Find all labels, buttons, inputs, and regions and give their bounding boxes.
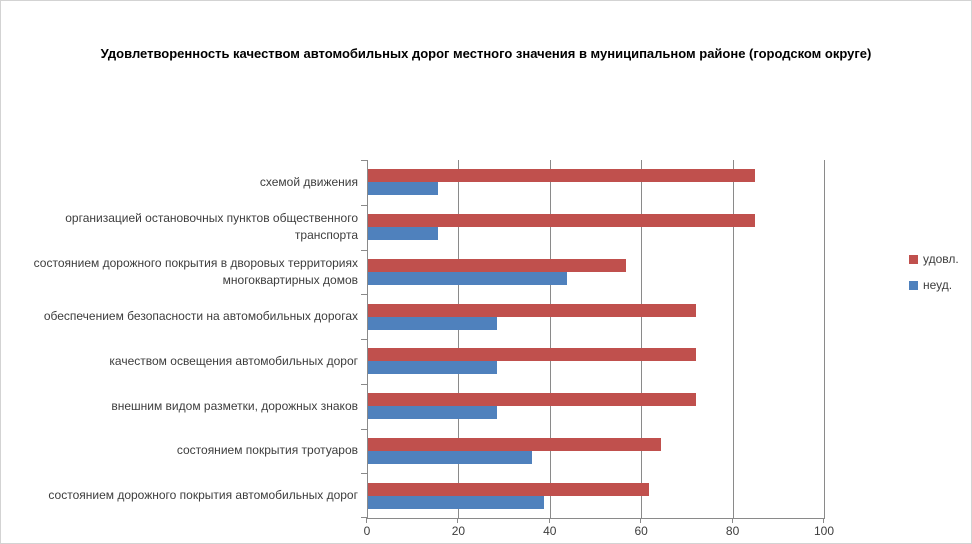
bar-pair (368, 214, 825, 241)
x-axis-tick (731, 518, 733, 523)
bar-pair (368, 437, 825, 464)
y-axis-tick (361, 249, 367, 251)
bar-dissatisfied (368, 450, 533, 464)
bar-dissatisfied (368, 406, 497, 420)
x-axis-tick (366, 518, 367, 523)
chart-row (368, 160, 825, 205)
x-axis-ticks (366, 518, 824, 523)
gridline (732, 160, 734, 518)
y-axis-tick (361, 383, 367, 385)
bar-satisfied (368, 437, 661, 451)
x-axis-tick (457, 518, 459, 523)
x-axis-tick-label: 60 (634, 524, 648, 538)
chart-row (368, 250, 825, 295)
category-label: состоянием дорожного покрытия автомобиль… (48, 488, 358, 503)
y-axis-tick (361, 473, 367, 475)
y-axis-tick (361, 160, 367, 161)
bar-satisfied (368, 214, 755, 228)
x-axis-tick-label: 80 (725, 524, 740, 538)
category-axis-labels: схемой движения организацией остановочных… (1, 160, 361, 518)
x-axis-tick-labels: 0 20 40 60 80 100 (363, 524, 834, 540)
bar-dissatisfied (368, 271, 568, 285)
x-axis-tick (640, 518, 642, 523)
chart-row (368, 473, 825, 518)
bar-pair (368, 258, 825, 285)
plot-area (367, 160, 825, 519)
category-label: состоянием покрытия тротуаров (176, 443, 358, 458)
category-label: состоянием дорожного покрытия в дворовых… (33, 255, 358, 287)
category-label: схемой движения (259, 174, 358, 189)
x-axis-tick-label: 20 (451, 524, 466, 538)
gridline (641, 160, 643, 518)
bar-satisfied (368, 258, 626, 272)
bar-dissatisfied (368, 495, 544, 509)
y-axis-tick (361, 204, 367, 206)
gridline (549, 160, 551, 518)
legend-item: удовл. (909, 252, 959, 266)
category-label: организацией остановочных пунктов общест… (65, 211, 358, 243)
bar-pair (368, 482, 825, 509)
chart-row (368, 205, 825, 250)
chart-row (368, 339, 825, 384)
gridline (824, 160, 825, 518)
bar-satisfied (368, 348, 697, 362)
legend-item: неуд. (909, 278, 959, 292)
chart-title: Удовлетворенность качеством автомобильны… (100, 46, 872, 61)
y-axis-tick (361, 294, 367, 296)
category-label: обеспечением безопасности на автомобильн… (43, 309, 358, 324)
bar-pair (368, 303, 825, 330)
y-axis-tick (361, 517, 367, 518)
bar-pair (368, 393, 825, 420)
category-label: внешним видом разметки, дорожных знаков (111, 398, 358, 413)
legend-swatch-satisfied (909, 254, 918, 264)
bar-dissatisfied (368, 182, 439, 196)
legend-label: удовл. (923, 252, 959, 266)
x-axis-tick-label: 40 (543, 524, 557, 538)
bar-dissatisfied (368, 316, 497, 330)
chart-row (368, 294, 825, 339)
chart-legend: удовл. неуд. (909, 252, 959, 304)
y-axis-tick (361, 428, 367, 430)
x-axis-tick (548, 518, 550, 523)
legend-swatch-dissatisfied (909, 280, 918, 290)
y-axis-ticks (361, 160, 367, 518)
bar-pair (368, 169, 825, 196)
chart-row (368, 384, 825, 429)
bar-satisfied (368, 169, 755, 183)
bar-satisfied (368, 393, 697, 407)
legend-label: неуд. (923, 278, 953, 292)
x-axis-tick-label: 0 (363, 524, 371, 538)
bar-dissatisfied (368, 361, 497, 375)
bar-satisfied (368, 303, 697, 317)
bar-satisfied (368, 482, 650, 496)
bar-dissatisfied (368, 227, 439, 241)
bar-pair (368, 348, 825, 375)
chart-row (368, 429, 825, 474)
category-label: качеством освещения автомобильных дорог (109, 353, 358, 368)
y-axis-tick (361, 339, 367, 340)
x-axis-tick (823, 518, 824, 523)
gridline (458, 160, 460, 518)
x-axis-tick-label: 100 (813, 524, 835, 538)
